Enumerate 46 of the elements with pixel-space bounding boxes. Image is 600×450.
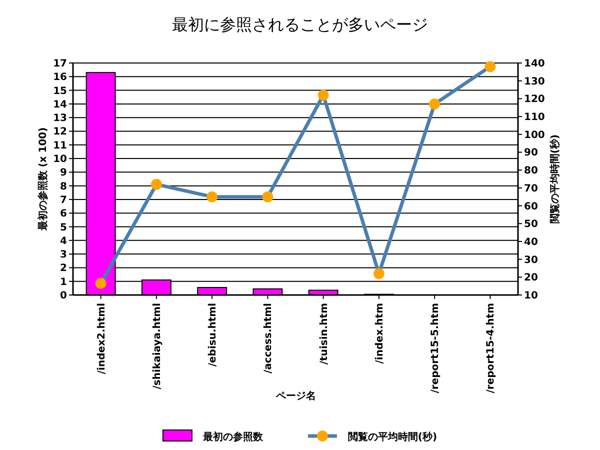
y-tick-label: 17: [53, 58, 68, 70]
x-tick-label: /shikaiaya.html: [152, 303, 163, 390]
y-tick-label: 15: [53, 86, 68, 97]
y2-tick-label: 110: [524, 112, 545, 124]
y-tick-label: 9: [60, 168, 68, 179]
x-tick-label: /index2.html: [96, 303, 108, 374]
y-tick-label: 7: [60, 194, 68, 206]
y2-tick-label: 130: [524, 76, 545, 88]
y2-tick-label: 80: [524, 166, 538, 177]
y-tick-label: 16: [53, 72, 68, 84]
x-tick-label: /tuisin.htm: [318, 303, 330, 365]
y-tick-label: 5: [60, 222, 68, 234]
y-tick-label: 0: [60, 290, 68, 302]
y2-tick-label: 60: [524, 201, 538, 212]
x-tick-label: /access.html: [263, 303, 274, 374]
y2-tick-label: 100: [524, 130, 545, 141]
y-tick-label: 10: [53, 154, 68, 166]
y2-tick-label: 120: [524, 94, 545, 106]
x-tick-label: /report15-5.htm: [430, 303, 442, 394]
y-tick-label: 2: [60, 263, 68, 274]
chart-title: 最初に参照されることが多いページ: [172, 15, 428, 34]
y2-tick-label: 10: [524, 290, 538, 302]
x-tick-label: /index.htm: [374, 303, 386, 364]
y2-tick-label: 20: [524, 272, 538, 284]
y2-tick-label: 90: [524, 148, 538, 159]
y-tick-label: 8: [60, 181, 68, 192]
y2-axis-title: 閲覧の平均時間(秒): [549, 134, 561, 224]
y-tick-label: 4: [60, 236, 68, 247]
y-tick-label: 14: [53, 99, 68, 110]
legend-label: 最初の参照数: [202, 431, 264, 443]
y-axis-title: 最初の参照数 (x 100): [37, 127, 49, 232]
y-tick-label: 13: [53, 113, 68, 124]
y-tick-label: 3: [60, 250, 68, 261]
y2-tick-label: 30: [524, 254, 538, 266]
x-axis-title: ページ名: [275, 390, 316, 402]
y-tick-label: 6: [60, 208, 68, 220]
y2-tick-label: 70: [524, 183, 538, 194]
y-tick-label: 12: [53, 126, 68, 138]
x-tick-label: /ebisu.html: [208, 303, 219, 367]
y2-tick-label: 50: [524, 219, 538, 230]
y2-tick-label: 140: [524, 58, 545, 70]
x-tick-label: /report15-4.htm: [486, 303, 497, 394]
y-tick-label: 1: [60, 276, 68, 288]
legend-label: 閲覧の平均時間(秒): [348, 431, 438, 443]
y2-tick-label: 40: [524, 236, 538, 248]
y-tick-label: 11: [53, 140, 68, 152]
